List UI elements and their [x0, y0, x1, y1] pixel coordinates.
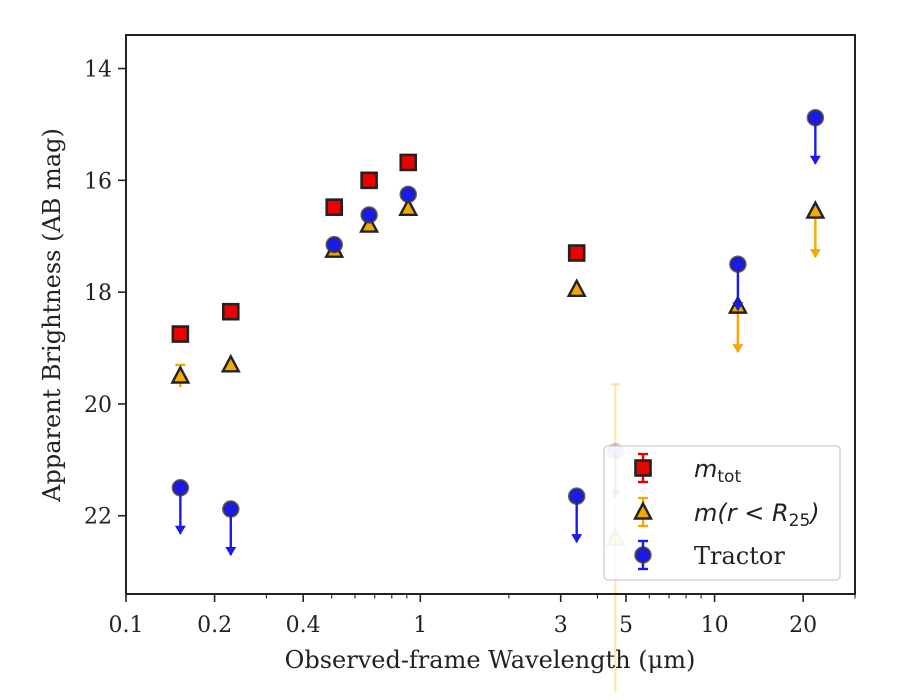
plot-frame: [125, 34, 856, 595]
x-tick-label: 1: [413, 613, 427, 638]
triangle-marker: [359, 214, 380, 233]
x-tick-label: 3: [554, 613, 568, 638]
chart-marks: [170, 108, 826, 692]
legend: mtot m(r < R25) Tractor: [603, 445, 841, 581]
square-marker: [360, 171, 378, 190]
series-circle: [171, 108, 825, 557]
series-square: [171, 153, 586, 343]
square-marker: [221, 302, 240, 321]
legend-box: [603, 445, 841, 581]
square-marker: [325, 198, 344, 216]
triangle-marker: [398, 197, 419, 216]
circle-marker: [399, 185, 417, 204]
legend-label: mtot: [694, 455, 741, 487]
y-tick-label: 16: [84, 169, 112, 194]
y-axis-title: Apparent Brightness (AB mag): [38, 128, 66, 503]
circle-marker: [222, 500, 240, 518]
legend-label: Tractor: [694, 542, 785, 570]
circle-marker: [806, 108, 825, 127]
upper-limit-arrow-head: [174, 525, 186, 535]
upper-limit-arrow-head: [732, 302, 744, 312]
y-tick-label: 20: [84, 393, 112, 418]
circle-marker: [360, 206, 378, 224]
x-tick-label: 0.1: [109, 613, 144, 638]
upper-limit-arrow-head: [809, 155, 821, 165]
upper-limit-arrow-head: [225, 547, 237, 557]
triangle-marker: [805, 200, 826, 219]
circle-marker: [567, 487, 586, 505]
square-marker: [567, 244, 586, 262]
upper-limit-arrow-head: [732, 344, 744, 354]
legend-label: m(r < R25): [694, 499, 820, 531]
circle-marker: [171, 479, 190, 497]
axis-ticks: 0.1 0.2 0.4 1 3 5 10 20 14 16 18 20 22: [84, 58, 856, 638]
y-tick-label: 22: [84, 505, 112, 530]
circle-marker: [325, 235, 343, 254]
x-tick-label: 10: [701, 613, 729, 638]
triangle-marker: [170, 364, 191, 384]
square-marker: [171, 325, 190, 343]
x-axis-title: Observed-frame Wavelength (μm): [285, 646, 696, 674]
triangle-marker: [220, 353, 241, 373]
triangle-marker: [566, 278, 587, 298]
y-tick-label: 14: [84, 58, 112, 83]
upper-limit-arrow-head: [809, 249, 821, 259]
x-tick-label: 20: [789, 613, 817, 638]
x-tick-label: 0.4: [286, 613, 321, 638]
square-marker: [634, 459, 652, 477]
x-tick-label: 0.2: [197, 613, 232, 638]
triangle-marker: [633, 500, 653, 520]
y-tick-label: 18: [84, 281, 112, 306]
square-marker: [399, 153, 418, 172]
circle-marker: [634, 546, 652, 564]
upper-limit-arrow-head: [571, 534, 583, 544]
circle-marker: [729, 255, 747, 273]
x-tick-label: 5: [619, 613, 633, 638]
